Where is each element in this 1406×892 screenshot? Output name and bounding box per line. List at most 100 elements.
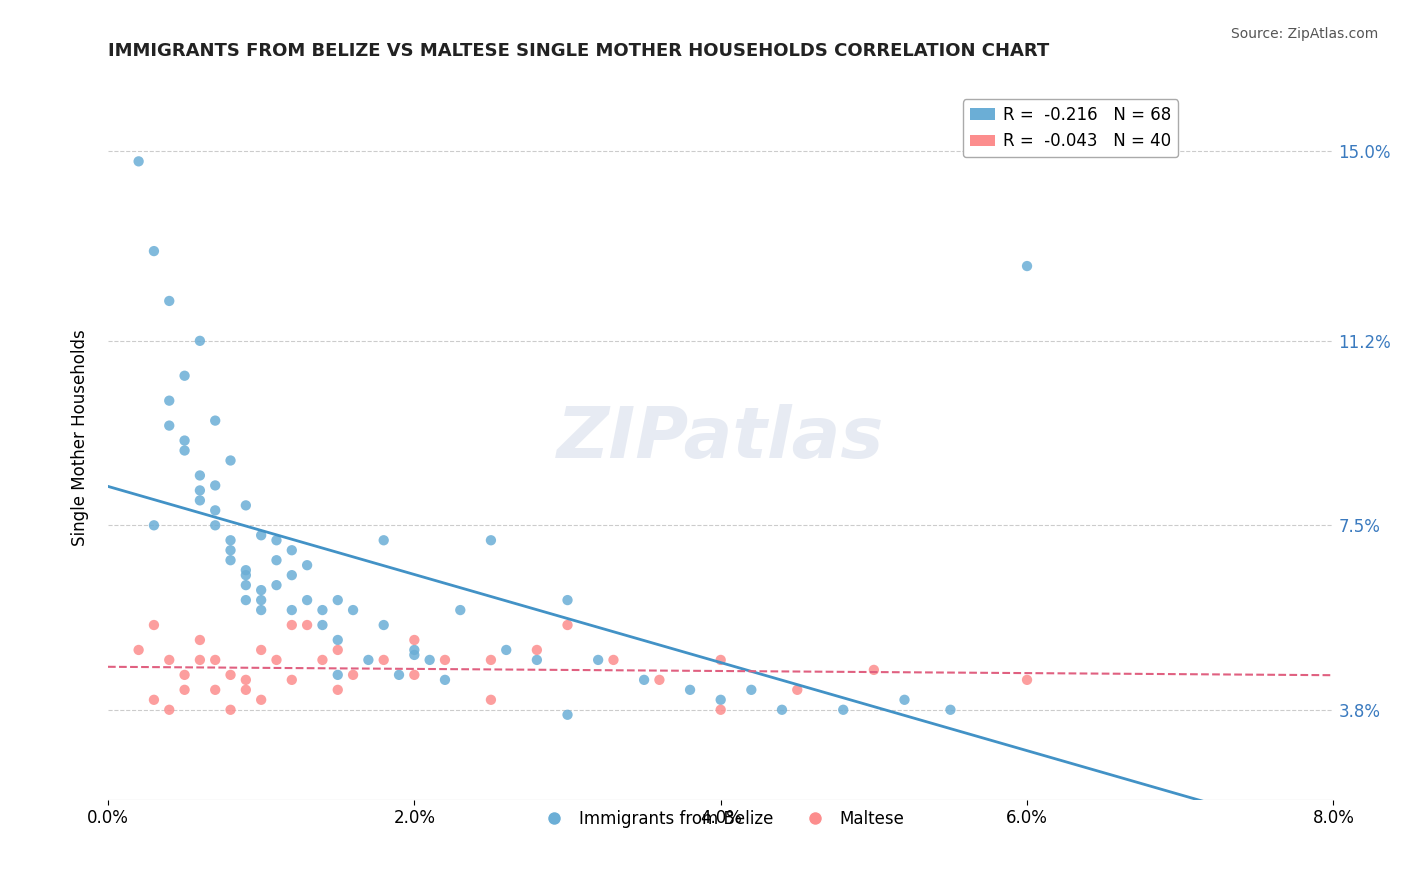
Point — [188, 493, 211, 508]
Point — [311, 603, 333, 617]
Point — [495, 643, 517, 657]
Point — [939, 703, 962, 717]
Point — [342, 668, 364, 682]
Point — [602, 653, 624, 667]
Point — [235, 499, 257, 513]
Point — [710, 653, 733, 667]
Point — [173, 443, 195, 458]
Point — [479, 693, 502, 707]
Point — [404, 643, 426, 657]
Point — [326, 632, 349, 647]
Point — [295, 558, 318, 573]
Point — [250, 643, 273, 657]
Point — [311, 618, 333, 632]
Point — [281, 568, 304, 582]
Point — [373, 533, 395, 548]
Point — [770, 703, 793, 717]
Point — [281, 673, 304, 687]
Point — [266, 533, 288, 548]
Point — [557, 593, 579, 607]
Point — [710, 693, 733, 707]
Point — [633, 673, 655, 687]
Point — [586, 653, 609, 667]
Point — [281, 543, 304, 558]
Point — [326, 643, 349, 657]
Point — [526, 643, 548, 657]
Point — [219, 453, 242, 467]
Point — [142, 518, 165, 533]
Point — [188, 632, 211, 647]
Point — [557, 618, 579, 632]
Point — [250, 583, 273, 598]
Point — [679, 682, 702, 697]
Point — [204, 518, 226, 533]
Point — [173, 434, 195, 448]
Point — [235, 568, 257, 582]
Point — [479, 653, 502, 667]
Point — [1015, 259, 1038, 273]
Point — [219, 533, 242, 548]
Point — [204, 414, 226, 428]
Point — [326, 682, 349, 697]
Point — [710, 703, 733, 717]
Point — [188, 483, 211, 498]
Point — [281, 603, 304, 617]
Point — [404, 632, 426, 647]
Point — [204, 503, 226, 517]
Legend: Immigrants from Belize, Maltese: Immigrants from Belize, Maltese — [530, 803, 911, 835]
Point — [235, 563, 257, 577]
Point — [219, 703, 242, 717]
Point — [433, 653, 456, 667]
Point — [740, 682, 762, 697]
Point — [404, 668, 426, 682]
Point — [157, 653, 180, 667]
Point — [526, 653, 548, 667]
Point — [479, 533, 502, 548]
Point — [326, 593, 349, 607]
Point — [173, 368, 195, 383]
Point — [250, 693, 273, 707]
Point — [1015, 673, 1038, 687]
Point — [250, 593, 273, 607]
Point — [204, 653, 226, 667]
Point — [235, 682, 257, 697]
Point — [557, 707, 579, 722]
Point — [142, 618, 165, 632]
Point — [357, 653, 380, 667]
Point — [863, 663, 886, 677]
Point — [128, 643, 150, 657]
Point — [295, 618, 318, 632]
Point — [219, 553, 242, 567]
Point — [157, 703, 180, 717]
Point — [893, 693, 915, 707]
Point — [204, 478, 226, 492]
Point — [157, 293, 180, 308]
Point — [250, 603, 273, 617]
Point — [250, 528, 273, 542]
Point — [157, 418, 180, 433]
Point — [219, 668, 242, 682]
Point — [433, 673, 456, 687]
Point — [832, 703, 855, 717]
Point — [173, 682, 195, 697]
Point — [266, 653, 288, 667]
Point — [173, 668, 195, 682]
Point — [419, 653, 441, 667]
Point — [404, 648, 426, 662]
Point — [342, 603, 364, 617]
Point — [326, 668, 349, 682]
Point — [266, 578, 288, 592]
Point — [311, 653, 333, 667]
Point — [281, 618, 304, 632]
Point — [128, 154, 150, 169]
Text: Source: ZipAtlas.com: Source: ZipAtlas.com — [1230, 27, 1378, 41]
Point — [295, 593, 318, 607]
Point — [266, 553, 288, 567]
Point — [373, 618, 395, 632]
Point — [142, 244, 165, 258]
Point — [188, 468, 211, 483]
Point — [157, 393, 180, 408]
Point — [648, 673, 671, 687]
Point — [388, 668, 411, 682]
Point — [142, 693, 165, 707]
